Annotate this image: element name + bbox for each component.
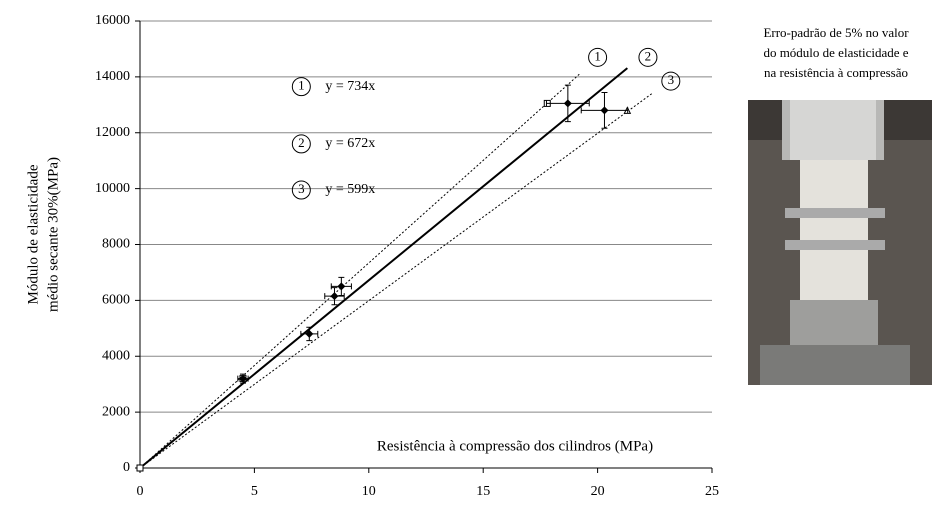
data-point <box>337 282 346 291</box>
data-point <box>238 374 247 383</box>
data-point <box>563 99 572 108</box>
y-tick-label: 12000 <box>95 125 130 140</box>
equation: y = 672x <box>325 136 375 151</box>
y-tick-label: 10000 <box>95 181 130 196</box>
y-tick-label: 6000 <box>102 293 130 308</box>
y-tick-label: 8000 <box>102 237 130 252</box>
x-tick-label: 25 <box>705 484 719 499</box>
equation-index: 1 <box>298 78 305 93</box>
annotation: do módulo de elasticidade e <box>763 45 908 60</box>
reference-point <box>136 464 144 472</box>
x-tick-label: 20 <box>591 484 605 499</box>
x-tick-label: 10 <box>362 484 376 499</box>
line-label: 3 <box>668 72 675 87</box>
fit-line <box>139 73 580 469</box>
x-axis-label: Resistência à compressão dos cilindros (… <box>377 438 653 454</box>
line-label: 1 <box>594 48 601 63</box>
annotation: Erro-padrão de 5% no valor <box>763 25 909 40</box>
equation-index: 2 <box>298 135 305 150</box>
line-label-circle <box>661 71 681 91</box>
y-axis-label: médio secante 30%(MPa) <box>45 157 61 312</box>
equation-circle <box>291 180 311 200</box>
y-tick-label: 14000 <box>95 69 130 84</box>
data-point <box>305 329 314 338</box>
x-tick-label: 0 <box>137 484 144 499</box>
y-tick-label: 0 <box>123 460 130 475</box>
fit-line <box>139 92 653 469</box>
y-tick-label: 2000 <box>102 404 130 419</box>
fit-line <box>139 67 628 469</box>
equation: y = 599x <box>325 182 375 197</box>
y-tick-label: 4000 <box>102 348 130 363</box>
y-axis-label: Módulo de elasticidade <box>25 164 41 304</box>
data-point <box>600 106 609 115</box>
line-label-circle <box>588 47 608 67</box>
equation: y = 734x <box>325 79 375 94</box>
equation-circle <box>291 77 311 97</box>
photo <box>748 100 932 385</box>
y-tick-label: 16000 <box>95 13 130 28</box>
data-point <box>330 292 339 301</box>
line-label: 2 <box>645 48 652 63</box>
x-tick-label: 15 <box>476 484 490 499</box>
line-label-circle <box>638 47 658 67</box>
equation-circle <box>291 134 311 154</box>
x-tick-label: 5 <box>251 484 258 499</box>
equation-index: 3 <box>298 181 305 196</box>
annotation: na resistência à compressão <box>764 65 908 80</box>
